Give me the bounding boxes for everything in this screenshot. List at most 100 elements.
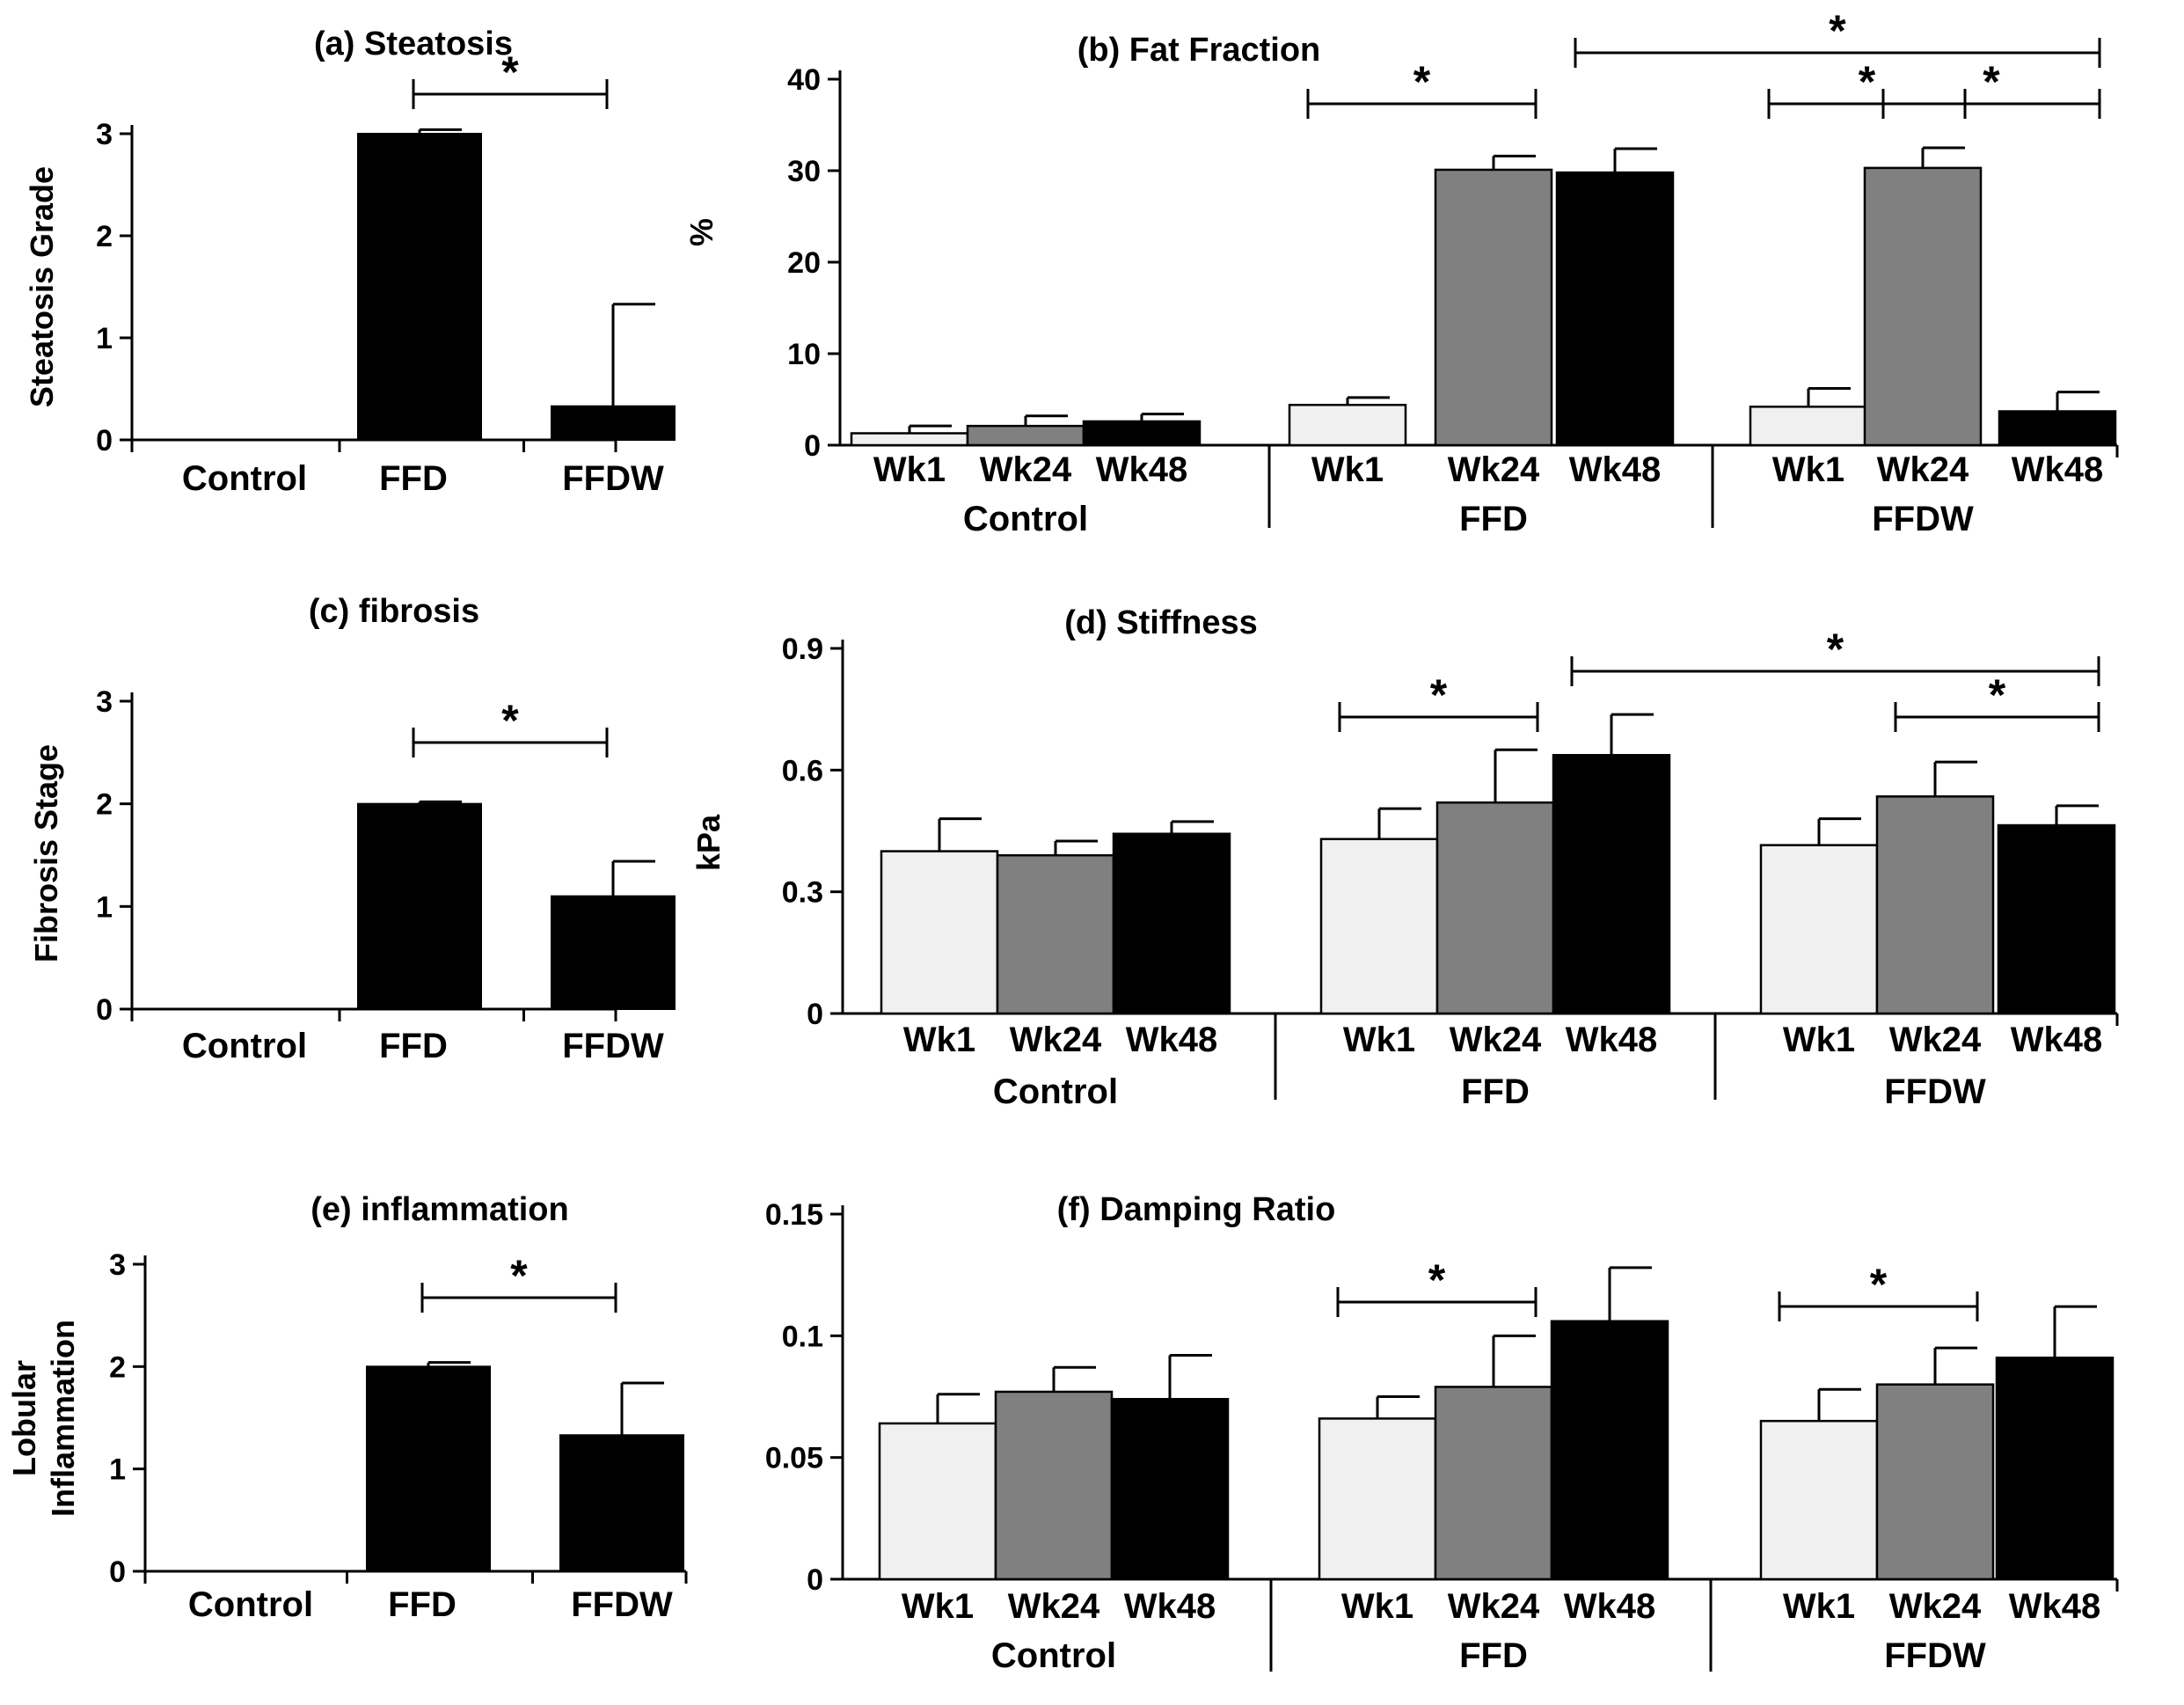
- y-tick-label: 0.9: [782, 633, 823, 666]
- bar: [551, 405, 676, 441]
- subcategory-label: Wk48: [2009, 1587, 2101, 1626]
- y-axis-label: Lobular: [6, 1360, 42, 1476]
- group-label: FFDW: [1884, 1072, 1986, 1111]
- bar: [357, 133, 482, 441]
- y-tick-label: 0.6: [782, 754, 823, 787]
- y-axis-label: Fibrosis Stage: [28, 744, 64, 962]
- y-tick-label: 1: [96, 322, 113, 355]
- category-label: FFDW: [562, 1027, 664, 1065]
- y-tick-label: 1: [96, 890, 113, 924]
- bar: [1875, 1383, 1995, 1581]
- subcategory-label: Wk1: [1311, 450, 1384, 489]
- subcategory-label: Wk1: [873, 450, 946, 489]
- subcategory-label: Wk1: [1341, 1587, 1413, 1626]
- subcategory-label: Wk48: [1096, 450, 1188, 489]
- y-tick-label: 2: [96, 220, 113, 253]
- significance-star: *: [501, 696, 519, 745]
- significance-star: *: [1827, 625, 1844, 674]
- significance-star: *: [1829, 6, 1846, 55]
- y-tick-label: 0: [96, 993, 113, 1027]
- bar: [1082, 420, 1202, 447]
- chart-title: (d) Stiffness: [1064, 604, 1258, 641]
- y-axis-label: kPa: [690, 814, 727, 871]
- chart-title: (a) Steatosis: [314, 26, 513, 62]
- chart-title: (c) fibrosis: [309, 593, 479, 630]
- y-tick-label: 1: [109, 1453, 126, 1487]
- bar: [1434, 1386, 1553, 1581]
- significance-star: *: [1413, 57, 1431, 106]
- subcategory-label: Wk48: [2012, 450, 2104, 489]
- y-tick-label: 40: [787, 63, 821, 97]
- y-tick-label: 0: [96, 424, 113, 457]
- significance-star: *: [1428, 1255, 1446, 1305]
- group-label: FFDW: [1884, 1636, 1986, 1675]
- y-tick-label: 10: [787, 338, 821, 371]
- subcategory-label: Wk24: [1448, 450, 1540, 489]
- subcategory-label: Wk1: [1783, 1587, 1855, 1626]
- subcategory-label: Wk1: [903, 1021, 975, 1059]
- group-label: Control: [963, 500, 1088, 538]
- bar: [1749, 406, 1868, 447]
- group-label: FFD: [1459, 1636, 1528, 1675]
- bar: [1110, 1398, 1230, 1581]
- bar: [559, 1434, 684, 1572]
- subcategory-label: Wk48: [2011, 1021, 2103, 1059]
- subcategory-label: Wk24: [1450, 1021, 1542, 1059]
- y-tick-label: 0: [807, 1563, 823, 1597]
- y-tick-label: 0.15: [765, 1198, 823, 1232]
- y-tick-label: 2: [96, 788, 113, 822]
- bar: [357, 802, 482, 1011]
- bar: [551, 895, 676, 1011]
- subcategory-label: Wk1: [1783, 1021, 1855, 1059]
- bar: [996, 853, 1115, 1015]
- subcategory-label: Wk48: [1566, 1021, 1658, 1059]
- bar: [966, 424, 1085, 447]
- bar: [366, 1365, 491, 1573]
- subcategory-label: Wk1: [1343, 1021, 1415, 1059]
- subcategory-label: Wk48: [1564, 1587, 1656, 1626]
- y-tick-label: 3: [96, 685, 113, 719]
- bar: [1875, 795, 1995, 1015]
- group-label: Control: [993, 1072, 1118, 1111]
- group-label: Control: [991, 1636, 1116, 1675]
- bar: [1759, 844, 1879, 1015]
- significance-star: *: [510, 1251, 528, 1300]
- subcategory-label: Wk24: [1008, 1587, 1100, 1626]
- y-tick-label: 0.05: [765, 1442, 823, 1475]
- significance-star: *: [1859, 57, 1876, 106]
- group-label: FFDW: [1872, 500, 1974, 538]
- bar: [1552, 754, 1671, 1015]
- chart-title: (e) inflammation: [310, 1191, 568, 1228]
- bar: [1555, 171, 1675, 447]
- y-tick-label: 3: [109, 1248, 126, 1282]
- bar: [1550, 1320, 1669, 1581]
- subcategory-label: Wk24: [1448, 1587, 1540, 1626]
- bar: [1998, 410, 2117, 447]
- category-label: Control: [188, 1585, 313, 1624]
- group-label: FFD: [1459, 500, 1528, 538]
- y-tick-label: 0: [807, 998, 823, 1031]
- y-tick-label: 0: [804, 429, 821, 463]
- chart-title: (b) Fat Fraction: [1077, 32, 1321, 69]
- y-tick-label: 3: [96, 118, 113, 151]
- category-label: Control: [182, 459, 307, 498]
- y-tick-label: 0.3: [782, 876, 823, 910]
- bar: [1863, 166, 1983, 447]
- subcategory-label: Wk1: [1772, 450, 1844, 489]
- significance-star: *: [1870, 1260, 1888, 1309]
- subcategory-label: Wk24: [980, 450, 1072, 489]
- y-tick-label: 30: [787, 155, 821, 188]
- bar: [1318, 1417, 1437, 1581]
- bar: [1112, 832, 1231, 1015]
- subcategory-label: Wk24: [1889, 1587, 1982, 1626]
- chart-title: (f) Damping Ratio: [1057, 1191, 1336, 1228]
- bar: [994, 1390, 1114, 1581]
- significance-star: *: [1430, 670, 1448, 720]
- category-label: FFDW: [562, 459, 664, 498]
- y-tick-label: 0: [109, 1555, 126, 1589]
- subcategory-label: Wk48: [1569, 450, 1662, 489]
- bar: [1434, 168, 1553, 447]
- category-label: FFD: [388, 1585, 457, 1624]
- subcategory-label: Wk24: [1889, 1021, 1982, 1059]
